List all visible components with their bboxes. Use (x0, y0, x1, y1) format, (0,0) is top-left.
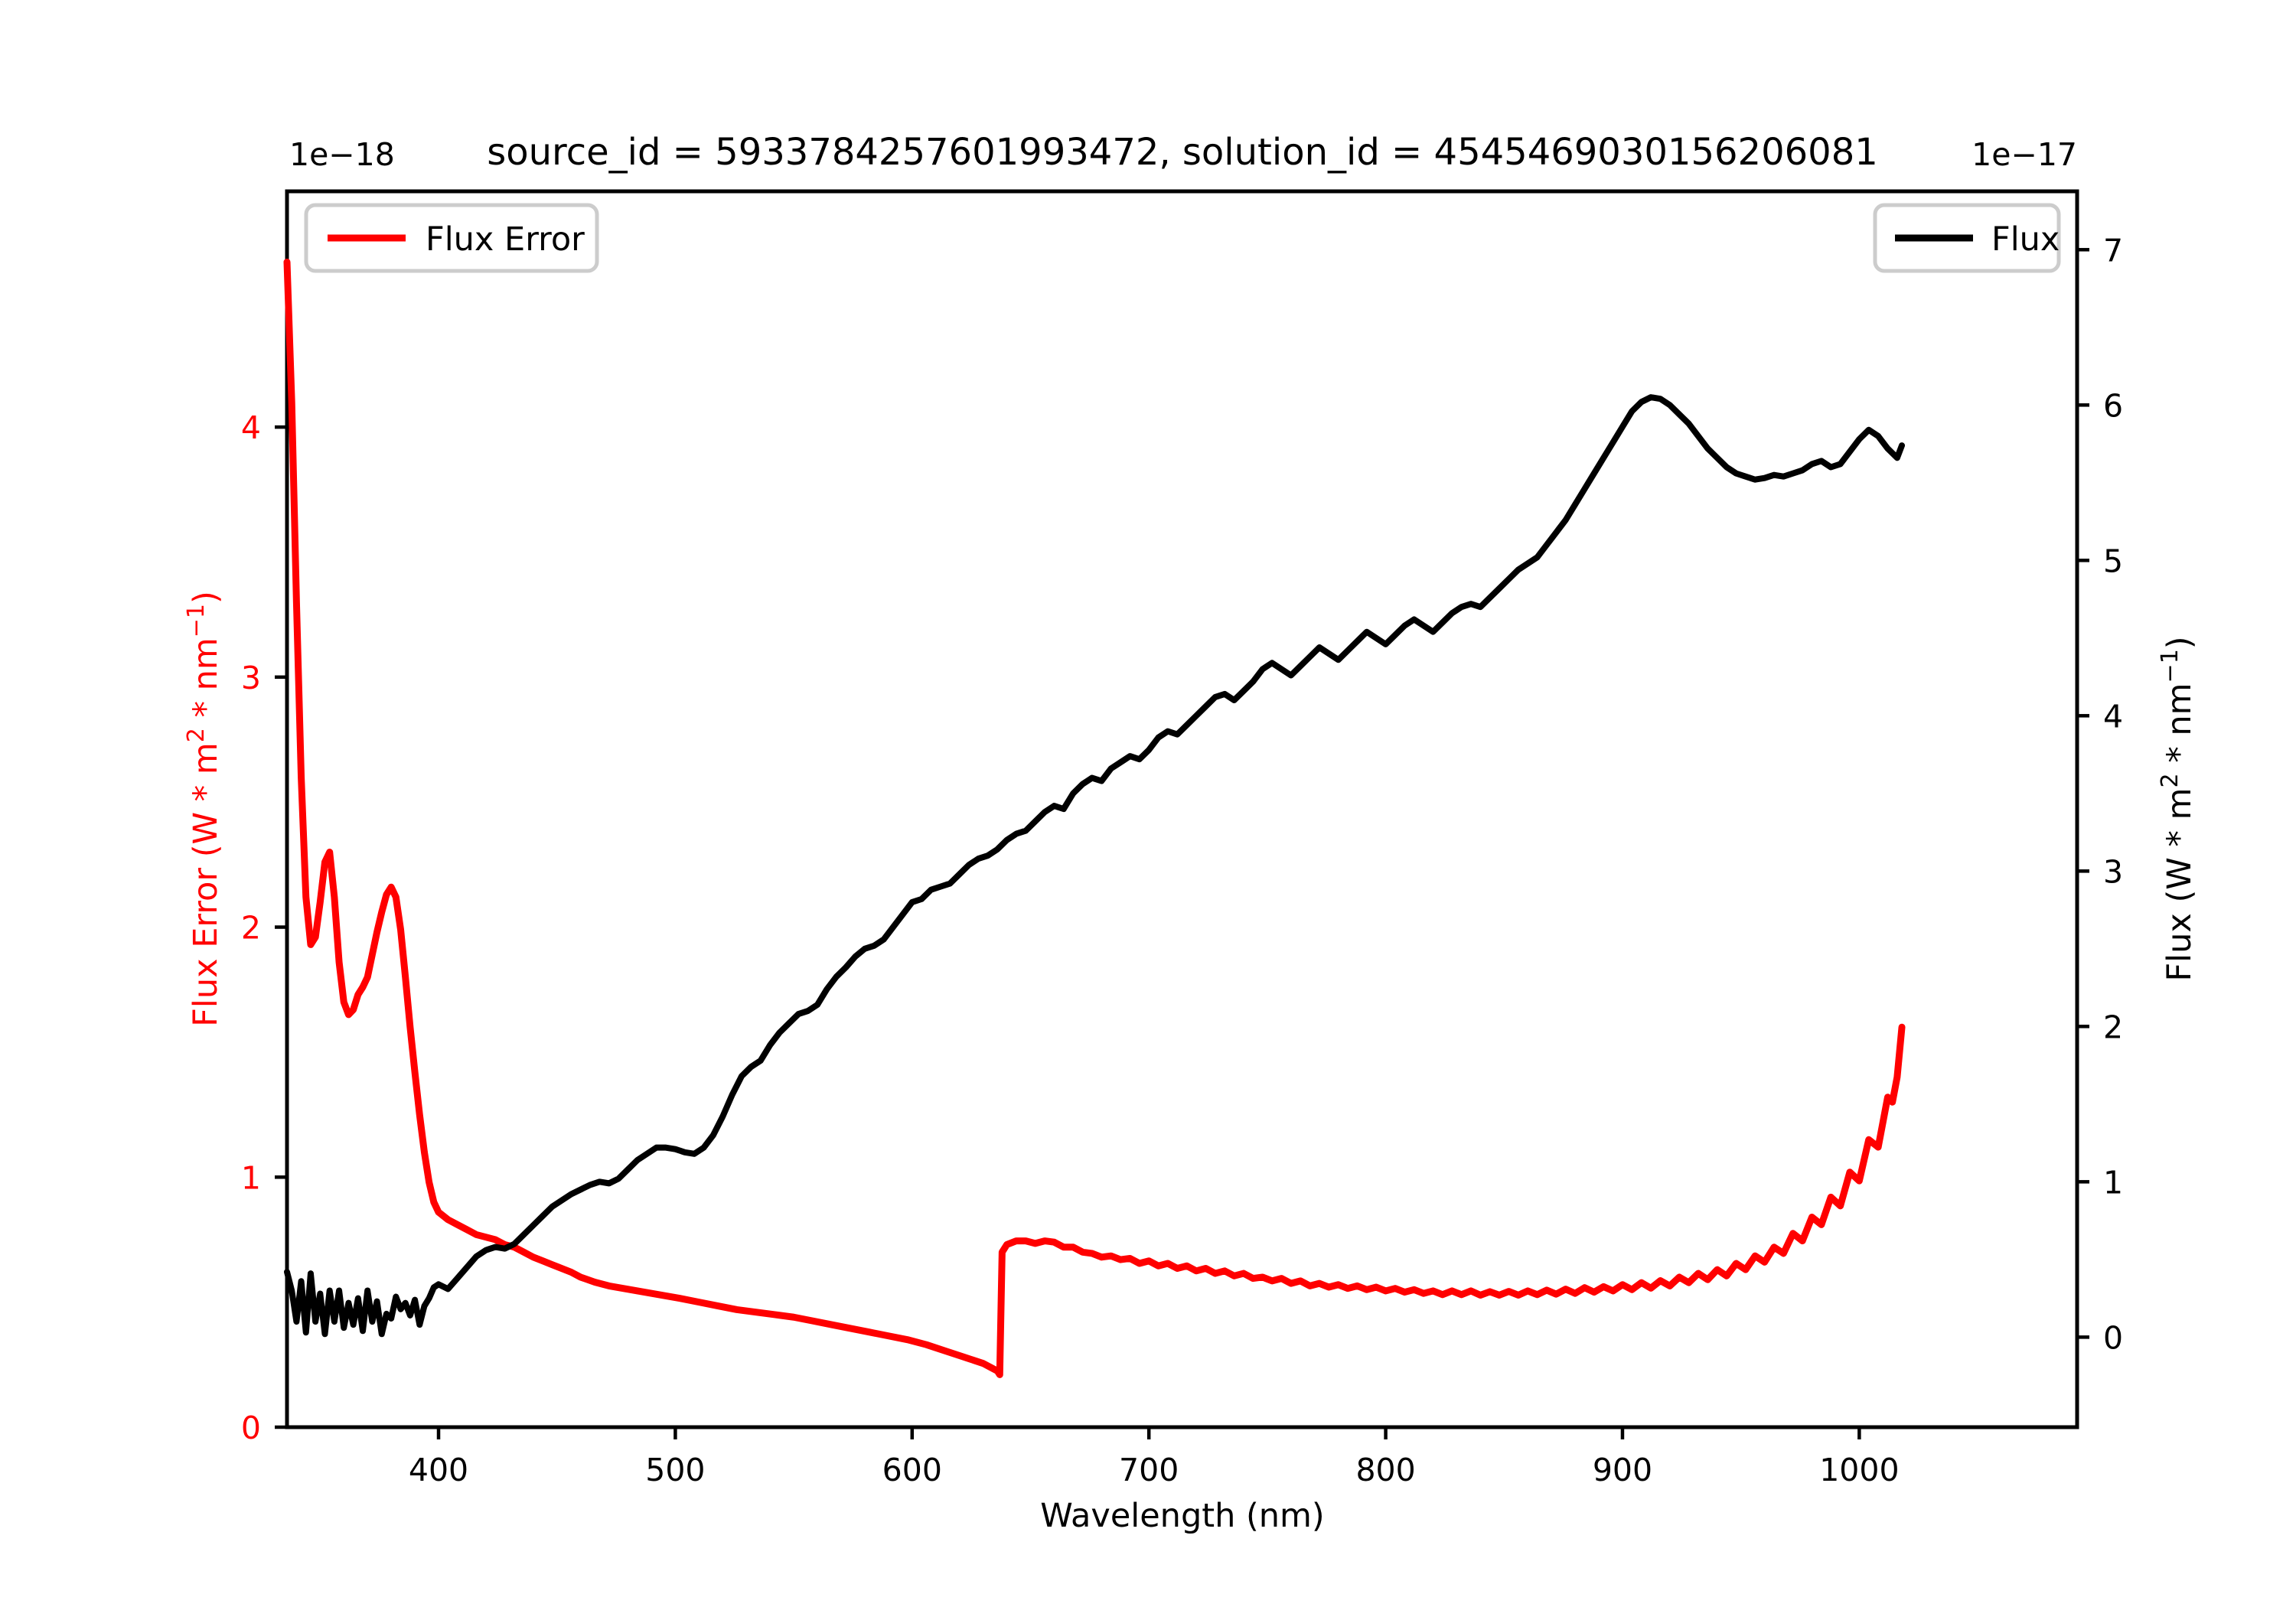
y-right-tick-label: 1 (2103, 1164, 2123, 1201)
y-left-tick-label: 0 (241, 1410, 261, 1446)
y-right-axis-label: Flux (W * m2 * nm−1) (2157, 636, 2200, 981)
y-right-tick-label: 3 (2103, 853, 2123, 890)
right-axis-offset-text: 1e−17 (1971, 136, 2077, 173)
y-left-axis-label: Flux Error (W * m2 * nm−1) (183, 591, 226, 1027)
x-tick-label: 900 (1593, 1452, 1652, 1488)
y-right-tick-label: 7 (2103, 232, 2123, 269)
y-right-tick-label: 2 (2103, 1009, 2123, 1045)
page-title: source_id = 5933784257601993472, solutio… (487, 131, 1878, 174)
y-right-tick-label: 5 (2103, 543, 2123, 579)
x-tick-label: 1000 (1819, 1452, 1899, 1488)
x-tick-label: 800 (1355, 1452, 1415, 1488)
y-left-tick-label: 1 (241, 1159, 261, 1196)
x-tick-label: 600 (882, 1452, 942, 1488)
y-right-axis-ticks: 0 1 2 3 4 5 6 7 (2077, 232, 2123, 1356)
y-left-tick-label: 2 (241, 910, 261, 947)
legend-flux-error[interactable]: Flux Error (304, 203, 599, 273)
x-axis-label: Wavelength (nm) (1040, 1497, 1324, 1535)
legend-flux-error-label: Flux Error (426, 220, 585, 259)
x-tick-label: 400 (409, 1452, 468, 1488)
legend-flux[interactable]: Flux (1873, 203, 2061, 273)
axes-frame (285, 189, 2079, 1429)
y-left-axis-ticks: 0 1 2 3 4 (241, 409, 287, 1446)
flux-error-line (283, 258, 1906, 1378)
x-tick-label: 700 (1119, 1452, 1179, 1488)
legend-flux-error-box (304, 203, 599, 273)
flux-line (284, 394, 1906, 1338)
x-tick-label: 500 (645, 1452, 705, 1488)
legend-flux-label: Flux (1991, 220, 2060, 259)
x-axis-ticks: 400 500 600 700 800 900 1000 (409, 1427, 1900, 1488)
y-right-tick-label: 4 (2103, 698, 2123, 735)
y-left-tick-label: 3 (241, 660, 261, 696)
y-right-tick-label: 0 (2103, 1319, 2123, 1356)
y-right-tick-label: 6 (2103, 387, 2123, 424)
left-axis-offset-text: 1e−18 (289, 136, 395, 173)
y-left-tick-label: 4 (241, 409, 261, 446)
